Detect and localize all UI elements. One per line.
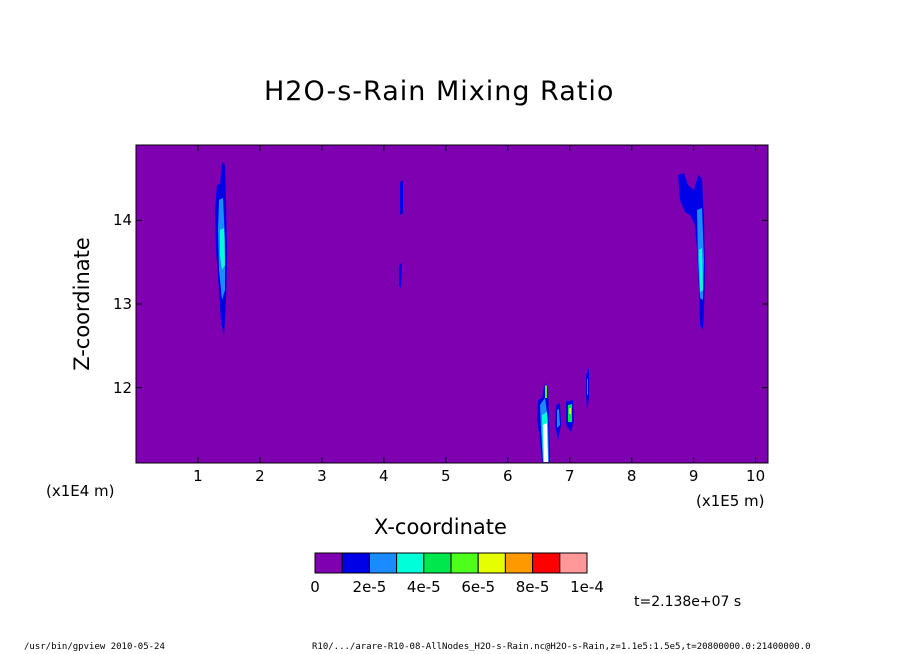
feature-right-core (699, 248, 703, 292)
feature-bottom-core (543, 423, 548, 462)
y-tick-label: 12 (113, 378, 133, 397)
y-axis-title: Z-coordinate (70, 237, 94, 371)
colorbar (314, 552, 588, 574)
feature-cell-c-core (587, 378, 588, 395)
x-unit-label: (x1E5 m) (696, 492, 765, 510)
colorbar-tick-label: 8e-5 (515, 578, 550, 596)
feature-cell-b-core (569, 408, 571, 414)
colorbar-swatch (368, 552, 398, 574)
x-tick-label: 2 (255, 467, 265, 485)
x-tick-label: 4 (379, 467, 389, 485)
footer-right: R10/.../arare-R10-08-AllNodes_H2O-s-Rain… (312, 642, 811, 652)
feature-cell-a-core (557, 409, 560, 428)
x-tick-label: 10 (746, 467, 766, 485)
y-unit-label: (x1E4 m) (46, 482, 115, 500)
colorbar-swatch (477, 552, 506, 574)
colorbar-tick-label: 0 (310, 578, 320, 596)
colorbar-swatch (314, 552, 343, 574)
x-tick-label: 3 (317, 467, 327, 485)
x-axis-title: X-coordinate (374, 515, 507, 539)
colorbar-swatch (341, 552, 370, 574)
y-tick-label: 13 (113, 295, 133, 313)
feature-streak-upper (400, 180, 403, 215)
y-ticks (136, 219, 768, 389)
colorbar-swatch (450, 552, 479, 574)
x-tick-label: 8 (626, 467, 637, 485)
footer-left: /usr/bin/gpview 2010-05-24 (24, 642, 165, 652)
colorbar-swatch (532, 552, 561, 574)
colorbar-swatch (423, 552, 452, 574)
colorbar-swatch (396, 552, 425, 574)
colorbar-tick-label: 2e-5 (352, 578, 387, 596)
x-tick-label: 1 (193, 467, 203, 485)
chart-title: H2O-s-Rain Mixing Ratio (264, 76, 615, 107)
x-tick-label: 6 (502, 467, 513, 485)
feature-bottom-green (545, 385, 547, 398)
feature-streak-lower (399, 263, 402, 288)
colorbar-tick-label: 4e-5 (406, 578, 441, 596)
x-tick-label: 9 (688, 467, 699, 485)
x-ticks (197, 145, 757, 463)
colorbar-swatch (559, 552, 588, 574)
feature-left-core (220, 228, 225, 270)
time-label: t=2.138e+07 s (634, 594, 742, 610)
x-tick-label: 5 (441, 467, 451, 485)
x-tick-label: 7 (564, 467, 575, 485)
rain-features (215, 162, 705, 462)
y-tick-label: 14 (113, 211, 133, 230)
colorbar-tick-label: 6e-5 (461, 578, 496, 596)
plot-area (136, 145, 768, 463)
colorbar-tick-label: 1e-4 (570, 578, 604, 596)
colorbar-swatch (504, 552, 534, 574)
